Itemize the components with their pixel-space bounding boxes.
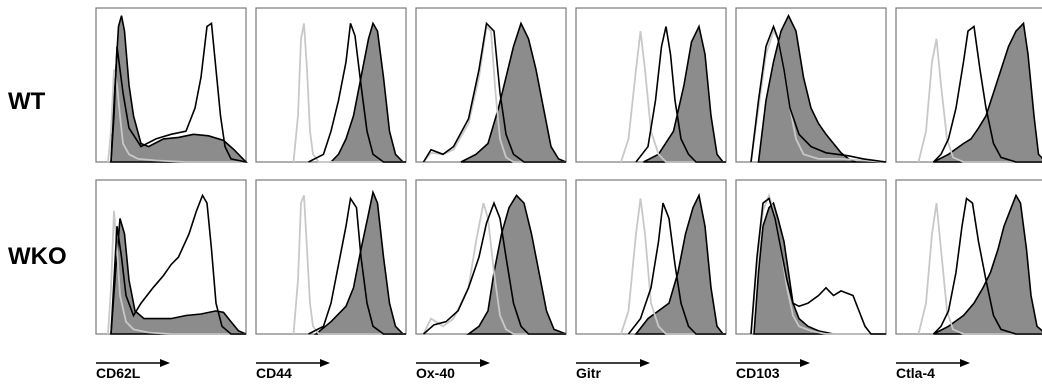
panel-wko-ox-40-filled-histogram (466, 194, 567, 335)
x-axis-label-cd44: CD44 (256, 365, 292, 381)
panel-wko-cd103-open-histogram (750, 197, 886, 335)
panel-wko-gitr-open-histogram (627, 202, 726, 335)
row-label-wt: WT (8, 88, 46, 115)
x-axis-label-ox-40: Ox-40 (416, 365, 455, 381)
panel-wko-gitr-filled-histogram (634, 192, 726, 335)
panel-wko-gitr-control-histogram (620, 198, 726, 335)
x-axis-arrowhead-ox-40 (480, 359, 490, 367)
panel-wko-ctla-4-control-histogram (917, 202, 1042, 335)
panel-wko-cd44-control-histogram (292, 195, 406, 335)
x-axis-arrowhead-gitr (640, 359, 650, 367)
panel-wt-ctla-4-filled-histogram (933, 21, 1042, 163)
panel-wko-cd62l-open-histogram (110, 193, 246, 335)
panel-wt-cd62l-open-histogram (110, 21, 247, 163)
x-axis-arrowhead-cd103 (800, 359, 810, 367)
panel-wko-ctla-4-open-histogram (932, 197, 1042, 335)
panel-wko-cd44-open-histogram (308, 196, 406, 335)
panel-wt-cd44-open-histogram (308, 23, 406, 163)
x-axis-label-cd62l: CD62L (96, 365, 141, 381)
panel-wt-cd44-filled-histogram (329, 21, 406, 163)
panel-wt-ctla-4-control-histogram (917, 38, 1042, 163)
x-axis-arrowhead-cd62l (160, 359, 170, 367)
x-axis-label-gitr: Gitr (576, 365, 601, 381)
panel-wt-ox-40-filled-histogram (460, 21, 567, 163)
panel-wt-cd62l-control-histogram (107, 69, 246, 163)
x-axis-arrowhead-ctla-4 (960, 359, 970, 367)
x-axis-arrowhead-cd44 (320, 359, 330, 367)
row-label-wko: WKO (8, 243, 67, 270)
panel-wt-ox-40-open-histogram (422, 21, 566, 163)
panel-wko-cd103-filled-histogram (753, 201, 886, 335)
panel-wko-cd62l-filled-histogram (110, 218, 247, 335)
panel-wt-ctla-4-open-histogram (932, 25, 1042, 163)
x-axis-label-ctla-4: Ctla-4 (896, 365, 935, 381)
x-axis-label-cd103: CD103 (736, 365, 780, 381)
panel-wt-cd44-control-histogram (292, 23, 406, 163)
panel-wt-gitr-control-histogram (620, 30, 726, 163)
panel-wko-ox-40-control-histogram (422, 202, 566, 335)
panel-wko-ctla-4-filled-histogram (933, 193, 1042, 335)
panel-wko-cd62l-control-histogram (107, 210, 246, 335)
panel-wt-gitr-open-histogram (635, 26, 726, 163)
panel-wko-ox-40-open-histogram (422, 200, 566, 335)
panel-wt-cd103-open-histogram (750, 24, 887, 163)
